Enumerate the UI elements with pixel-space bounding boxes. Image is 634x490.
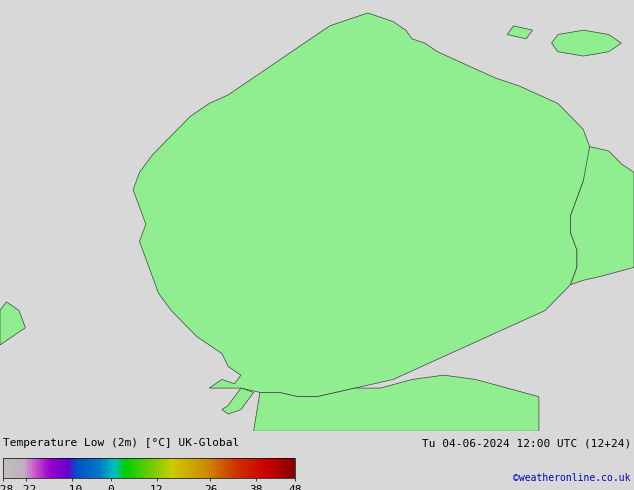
Polygon shape: [133, 13, 590, 397]
Polygon shape: [254, 375, 539, 431]
Polygon shape: [552, 30, 621, 56]
Text: ©weatheronline.co.uk: ©weatheronline.co.uk: [514, 473, 631, 483]
Polygon shape: [507, 26, 533, 39]
Polygon shape: [0, 302, 25, 345]
Text: Tu 04-06-2024 12:00 UTC (12+24): Tu 04-06-2024 12:00 UTC (12+24): [422, 439, 631, 448]
Polygon shape: [222, 388, 254, 414]
Text: Temperature Low (2m) [°C] UK-Global: Temperature Low (2m) [°C] UK-Global: [3, 439, 240, 448]
Polygon shape: [571, 147, 634, 285]
